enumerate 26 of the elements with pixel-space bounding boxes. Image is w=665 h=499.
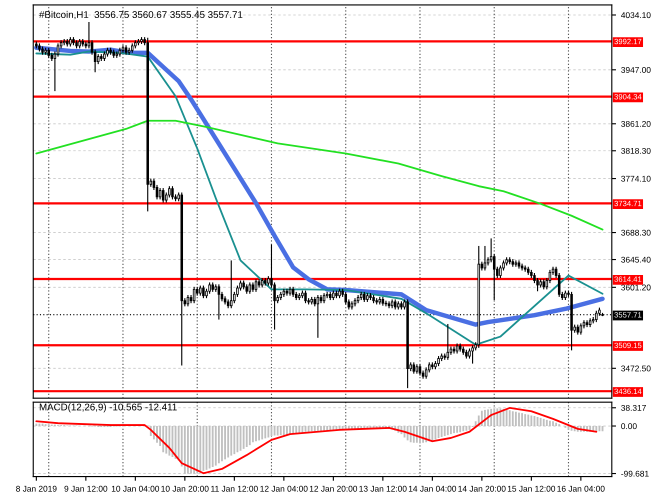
text: #Bitcoin,H1 3556.75 3560.67 3555.45 3557.71 <box>39 10 242 20</box>
x-tick-label: 12 Jan 04:00 <box>260 486 308 492</box>
y-tick-label: 3947.00 <box>621 66 651 73</box>
y-tick-label: 3774.10 <box>621 176 651 182</box>
x-tick-label: 12 Jan 20:00 <box>310 486 358 492</box>
x-tick-label: 14 Jan 20:00 <box>458 486 506 492</box>
x-tick-label: 14 Jan 04:00 <box>408 486 456 492</box>
y-tick-label: 38.317 <box>621 404 646 411</box>
x-tick-label: 8 Jan 2019 <box>16 486 57 492</box>
x-tick-label: 10 Jan 20:00 <box>161 486 209 492</box>
y-tick-label: 3645.40 <box>621 256 651 263</box>
x-tick-label: 9 Jan 12:00 <box>64 486 108 492</box>
x-tick-label: 11 Jan 12:00 <box>211 486 258 492</box>
y-tick-label: -99.681 <box>621 470 649 477</box>
chart-title: MACD(12,26,9) -10.565 -12.411 <box>40 403 177 412</box>
y-tick-label: 3601.20 <box>621 284 651 290</box>
x-tick-label: 10 Jan 04:00 <box>112 486 160 492</box>
y-tick-label: 3688.30 <box>621 230 651 236</box>
y-tick-label: 3861.20 <box>621 120 651 127</box>
y-tick-label: 3818.30 <box>621 148 651 154</box>
y-tick-label: 4034.10 <box>621 12 651 18</box>
x-tick-label: 16 Jan 04:00 <box>557 486 605 492</box>
x-tick-label: 13 Jan 12:00 <box>359 486 407 492</box>
y-tick-label: 0.00 <box>621 423 637 430</box>
x-tick-label: 15 Jan 12:00 <box>508 486 556 492</box>
y-tick-label: 3472.50 <box>621 366 651 372</box>
